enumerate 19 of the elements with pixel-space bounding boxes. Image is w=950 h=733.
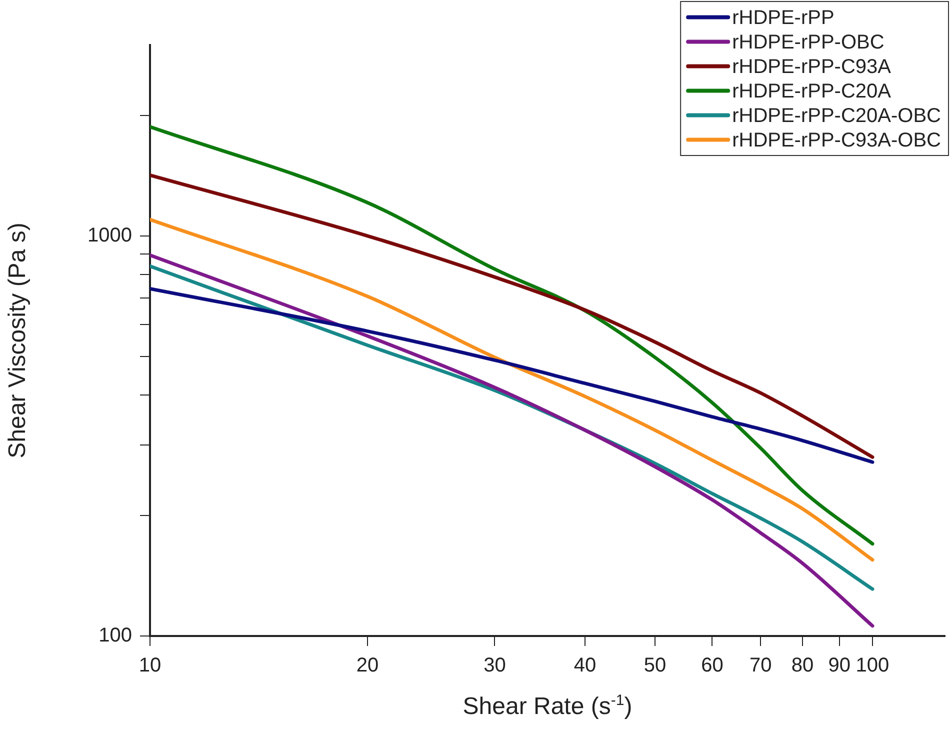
legend-label: rHDPE-rPP-C93A-OBC <box>732 129 942 152</box>
legend-label: rHDPE-rPP-OBC <box>732 31 884 54</box>
y-tick-label: 1000 <box>88 224 132 246</box>
x-tick-label: 50 <box>644 654 666 677</box>
legend-label: rHDPE-rPP-C20A-OBC <box>732 104 942 127</box>
legend-label: rHDPE-rPP-C20A <box>732 80 892 102</box>
x-tick-label: 90 <box>828 654 851 677</box>
x-tick-label: 40 <box>574 654 596 677</box>
legend-label: rHDPE-rPP-C93A <box>732 56 892 78</box>
x-axis-title: Shear Rate (s$^{-1}$) <box>462 692 634 721</box>
x-tick-label: 60 <box>701 654 724 677</box>
x-tick-label: 100 <box>856 654 890 677</box>
x-tick-label: 80 <box>791 654 814 677</box>
y-axis-title: Shear Viscosity (Pa s) <box>4 222 32 458</box>
x-tick-label: 20 <box>356 654 379 677</box>
x-tick-label: 10 <box>138 654 162 677</box>
x-tick-label: 70 <box>749 654 772 677</box>
legend-label: rHDPE-rPP <box>732 6 834 29</box>
x-tick-label: 30 <box>484 654 506 677</box>
